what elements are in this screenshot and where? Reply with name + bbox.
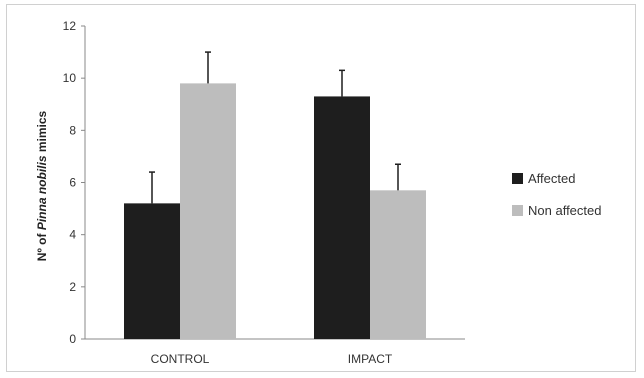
y-axis-label-part-3: mimics xyxy=(35,110,49,155)
y-tick-label: 2 xyxy=(69,280,76,294)
y-tick-label: 10 xyxy=(63,71,77,85)
x-tick-label: IMPACT xyxy=(348,352,393,366)
error-bars xyxy=(149,51,401,204)
y-ticks: 0 2 4 6 8 10 12 xyxy=(63,19,85,346)
legend-label: Non affected xyxy=(528,203,601,218)
bar-affected-control xyxy=(124,203,180,339)
legend-swatch xyxy=(512,173,523,184)
y-tick-label: 6 xyxy=(69,176,76,190)
y-tick-label: 12 xyxy=(63,19,77,33)
x-tick-label: CONTROL xyxy=(151,352,210,366)
legend-label: Affected xyxy=(528,171,575,186)
bars xyxy=(124,83,426,339)
y-tick-label: 0 xyxy=(69,332,76,346)
y-axis-label-part-1: Nº of xyxy=(35,230,49,261)
legend-swatch xyxy=(512,205,523,216)
bar-non-affected-control xyxy=(180,83,236,339)
y-tick-label: 8 xyxy=(69,123,76,137)
y-tick-label: 4 xyxy=(69,228,76,242)
y-axis-label-species: Pinna nobilis xyxy=(35,155,49,230)
y-axis-label: Nº of Pinna nobilis mimics xyxy=(35,110,49,261)
bar-affected-impact xyxy=(314,96,370,339)
legend: Affected Non affected xyxy=(512,171,601,218)
bar-non-affected-impact xyxy=(370,190,426,339)
x-tick-labels: CONTROL IMPACT xyxy=(151,352,393,366)
